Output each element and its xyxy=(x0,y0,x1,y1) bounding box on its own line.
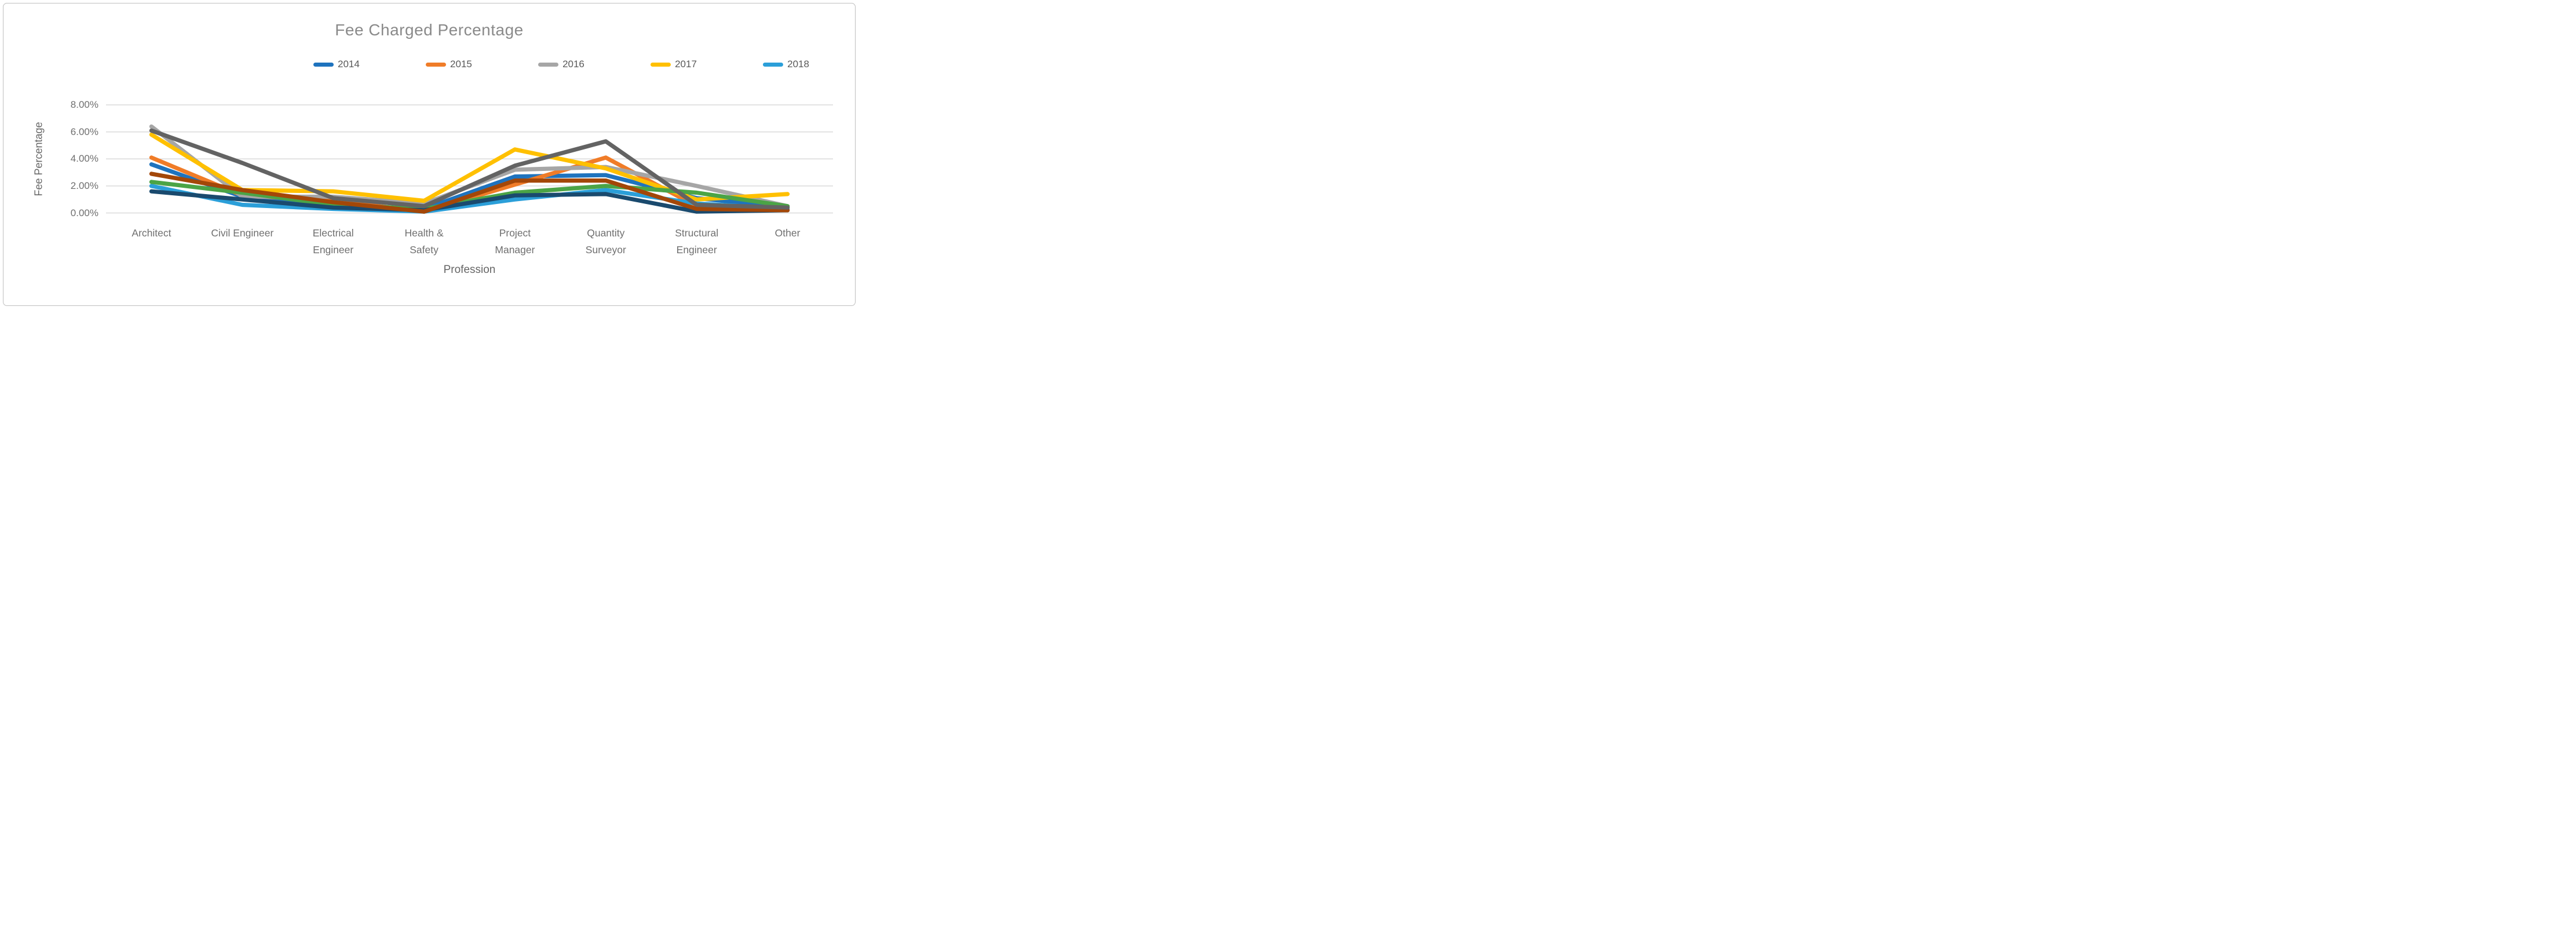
y-tick-label-6.00%: 6.00% xyxy=(70,126,98,137)
x-category-label-health-safety: Health & Safety xyxy=(404,227,444,256)
legend-swatch-2017 xyxy=(651,62,671,67)
x-category-label-quantity-surveyor: Quantity Surveyor xyxy=(585,227,626,256)
legend-label-2016: 2016 xyxy=(562,59,584,70)
legend-item-2015: 2015 xyxy=(426,59,472,70)
legend-item-2017: 2017 xyxy=(651,59,697,70)
legend-item-2016: 2016 xyxy=(538,59,584,70)
y-tick-label-4.00%: 4.00% xyxy=(70,153,98,165)
legend-label-2018: 2018 xyxy=(787,59,809,70)
legend-item-2018: 2018 xyxy=(763,59,809,70)
x-category-label-other: Other xyxy=(774,227,801,239)
legend-swatch-2015 xyxy=(426,62,447,67)
series-line-unlabeled-dark-gray- xyxy=(149,128,790,210)
y-tick-label-2.00%: 2.00% xyxy=(70,180,98,191)
legend-item-2014: 2014 xyxy=(313,59,360,70)
legend-swatch-2014 xyxy=(313,62,334,67)
series-line-unlabeled-rust- xyxy=(149,172,790,214)
legend: 2014 2015 2016 2017 2018 xyxy=(313,59,809,70)
chart-border xyxy=(3,3,856,306)
series-line-2018 xyxy=(149,184,790,214)
x-category-label-project-manager: Project Manager xyxy=(495,227,535,256)
x-category-label-electrical-engineer: Electrical Engineer xyxy=(312,227,354,256)
chart-canvas: Fee Charged Percentage 2014 2015 2016 2017 2… xyxy=(0,0,858,309)
legend-label-2015: 2015 xyxy=(450,59,472,70)
legend-label-2014: 2014 xyxy=(338,59,360,70)
x-axis-title: Profession xyxy=(443,264,496,276)
chart-title: Fee Charged Percentage xyxy=(335,21,524,39)
y-axis-title: Fee Percentage xyxy=(32,122,45,196)
legend-swatch-2018 xyxy=(763,62,784,67)
x-category-label-civil-engineer: Civil Engineer xyxy=(211,227,274,239)
y-tick-label-0.00%: 0.00% xyxy=(70,207,98,218)
x-category-label-structural-engineer: Structural Engineer xyxy=(675,227,719,256)
series-line-unlabeled-dark-navy- xyxy=(149,189,790,214)
legend-label-2017: 2017 xyxy=(675,59,697,70)
plot-area xyxy=(106,104,833,214)
x-category-label-architect: Architect xyxy=(131,227,171,239)
legend-swatch-2016 xyxy=(538,62,559,67)
y-tick-label-8.00%: 8.00% xyxy=(70,99,98,110)
